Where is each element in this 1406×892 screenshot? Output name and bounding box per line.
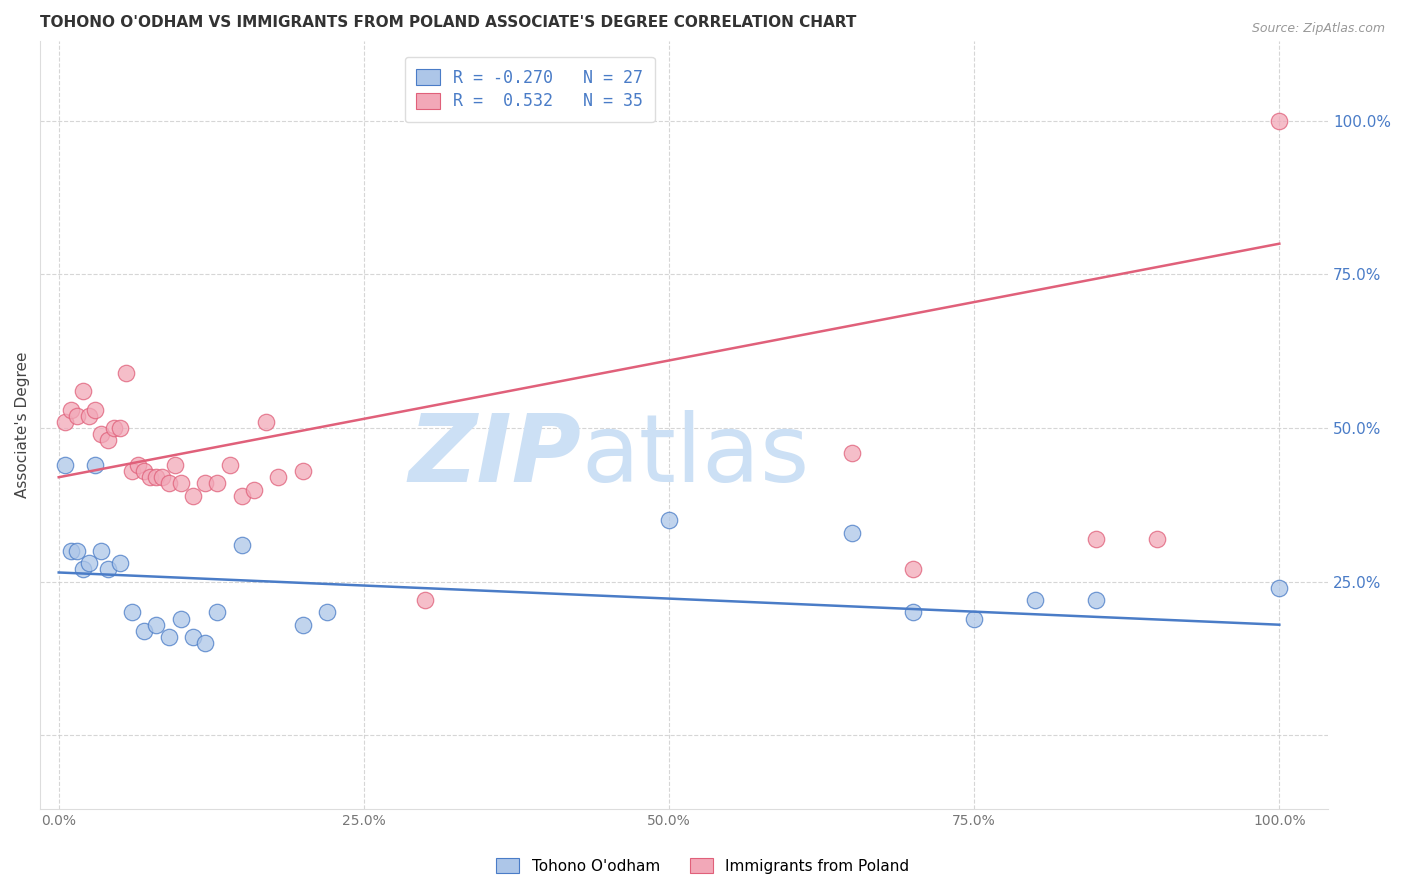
Point [84, 402, 107, 417]
Legend: R = -0.270   N = 27, R =  0.532   N = 35: R = -0.270 N = 27, R = 0.532 N = 35 [405, 57, 655, 122]
Point [145, 470, 167, 484]
Point [194, 636, 217, 650]
Point [291, 617, 314, 632]
Point [901, 562, 924, 576]
Point [413, 593, 436, 607]
Point [115, 366, 138, 380]
Point [316, 606, 339, 620]
Point [127, 458, 149, 472]
Point [72, 562, 94, 576]
Point [108, 556, 131, 570]
Point [121, 606, 143, 620]
Text: atlas: atlas [581, 409, 810, 501]
Point [841, 525, 863, 540]
Point [658, 513, 681, 527]
Point [53, 458, 76, 472]
Point [194, 476, 217, 491]
Point [145, 617, 167, 632]
Point [963, 611, 986, 625]
Point [207, 476, 229, 491]
Point [77, 556, 100, 570]
Point [152, 470, 174, 484]
Point [1024, 593, 1046, 607]
Legend: Tohono O'odham, Immigrants from Poland: Tohono O'odham, Immigrants from Poland [491, 852, 915, 880]
Point [231, 489, 253, 503]
Point [170, 611, 193, 625]
Point [90, 427, 112, 442]
Point [77, 409, 100, 423]
Point [59, 402, 82, 417]
Point [134, 464, 156, 478]
Point [66, 409, 89, 423]
Point [1268, 113, 1291, 128]
Point [139, 470, 162, 484]
Point [103, 421, 125, 435]
Point [291, 464, 314, 478]
Point [163, 458, 186, 472]
Point [157, 630, 180, 644]
Point [96, 434, 118, 448]
Point [59, 544, 82, 558]
Point [72, 384, 94, 399]
Point [90, 544, 112, 558]
Text: TOHONO O'ODHAM VS IMMIGRANTS FROM POLAND ASSOCIATE'S DEGREE CORRELATION CHART: TOHONO O'ODHAM VS IMMIGRANTS FROM POLAND… [41, 15, 856, 30]
Point [218, 458, 240, 472]
Point [157, 476, 180, 491]
Point [181, 489, 204, 503]
Point [181, 630, 204, 644]
Point [267, 470, 290, 484]
Point [231, 538, 253, 552]
Point [243, 483, 266, 497]
Point [134, 624, 156, 638]
Point [841, 445, 863, 459]
Point [1085, 593, 1108, 607]
Point [84, 458, 107, 472]
Text: ZIP: ZIP [408, 409, 581, 501]
Point [254, 415, 277, 429]
Point [96, 562, 118, 576]
Y-axis label: Associate's Degree: Associate's Degree [15, 351, 30, 499]
Point [170, 476, 193, 491]
Point [53, 415, 76, 429]
Point [1085, 532, 1108, 546]
Point [108, 421, 131, 435]
Point [901, 606, 924, 620]
Point [66, 544, 89, 558]
Point [1146, 532, 1168, 546]
Point [121, 464, 143, 478]
Point [1268, 581, 1291, 595]
Text: Source: ZipAtlas.com: Source: ZipAtlas.com [1251, 22, 1385, 36]
Point [207, 606, 229, 620]
